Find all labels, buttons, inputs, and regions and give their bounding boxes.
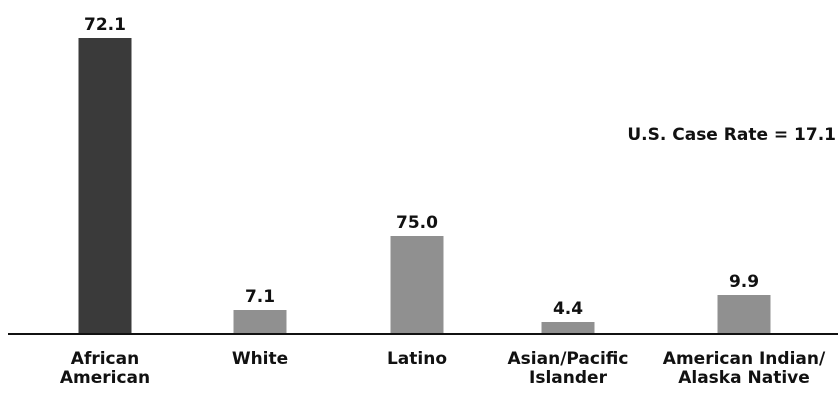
category-label-0-line-0: African (71, 349, 139, 369)
bar-0 (78, 38, 132, 334)
category-label-2-line-0: Latino (387, 349, 447, 369)
bar-4 (717, 295, 771, 334)
bar-1 (233, 310, 287, 334)
bar-3 (541, 322, 595, 334)
category-label-4-line-1: Alaska Native (678, 368, 810, 388)
value-label-0: 72.1 (84, 15, 126, 35)
case-rate-annotation: U.S. Case Rate = 17.1 (627, 125, 836, 145)
value-label-2: 75.0 (396, 213, 438, 233)
category-label-4-line-0: American Indian/ (663, 349, 826, 369)
value-label-3: 4.4 (553, 299, 583, 319)
category-label-3-line-0: Asian/Pacific (508, 349, 629, 369)
value-label-4: 9.9 (729, 272, 759, 292)
value-labels-layer: 72.1 7.1 75.0 4.4 9.9 (84, 15, 759, 319)
bars-layer (78, 38, 771, 334)
category-label-0-line-1: American (60, 368, 150, 388)
category-label-1-line-0: White (232, 349, 288, 369)
category-label-3-line-1: Islander (529, 368, 608, 388)
bar-2 (390, 236, 444, 334)
value-label-1: 7.1 (245, 287, 275, 307)
